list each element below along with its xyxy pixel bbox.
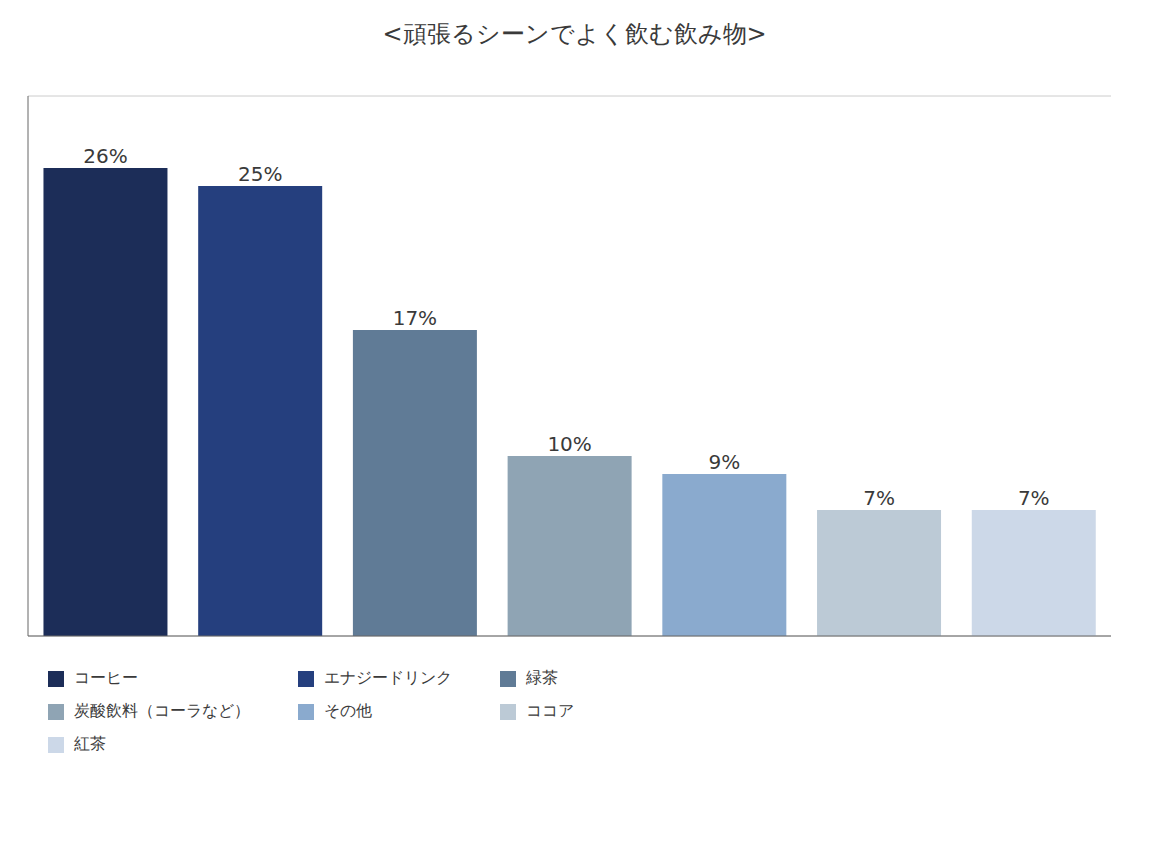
html-text:緑茶: 緑茶	[526, 668, 558, 687]
html-text:ココア: ココア	[526, 701, 574, 720]
svg-text:25%: 25%	[238, 162, 282, 186]
svg-text:7%: 7%	[1018, 486, 1050, 510]
html-text:紅茶: 紅茶	[74, 734, 106, 753]
html-text:エナジードリンク: エナジードリンク	[324, 668, 452, 687]
html-text:コーヒー: コーヒー	[74, 668, 138, 687]
svg-text:9%: 9%	[708, 450, 740, 474]
svg-text:17%: 17%	[393, 306, 437, 330]
html-text:その他: その他	[324, 701, 372, 720]
svg-text:7%: 7%	[863, 486, 895, 510]
html-text:炭酸飲料（コーラなど）: 炭酸飲料（コーラなど）	[74, 701, 250, 720]
svg-text:26%: 26%	[83, 144, 127, 168]
html-text:<頑張るシーンでよく飲む飲み物>: <頑張るシーンでよく飲む飲み物>	[382, 20, 767, 48]
svg-text:10%: 10%	[547, 432, 591, 456]
